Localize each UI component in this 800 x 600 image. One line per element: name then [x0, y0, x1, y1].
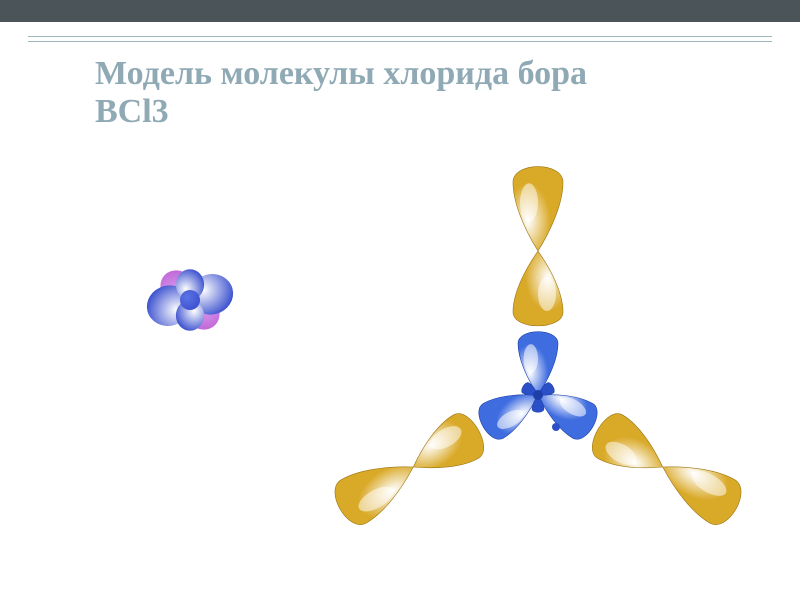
bcl3-orbital-diagram	[278, 135, 798, 600]
accent-line-2	[28, 41, 772, 42]
accent-line-1	[28, 36, 772, 37]
chlorine-lobe-inner	[585, 408, 675, 489]
bcl3-arm	[328, 373, 551, 531]
bcl3-arm	[526, 373, 749, 531]
chlorine-lobe-outer	[328, 445, 426, 531]
slide-title: Модель молекулы хлорида бора BCl3	[95, 55, 655, 131]
slide-top-bar	[0, 0, 800, 22]
stray-dot	[552, 423, 560, 431]
chlorine-lobe-inner	[401, 408, 491, 489]
sp3-orbital-cluster	[120, 230, 260, 370]
chlorine-lobe-outer	[650, 445, 748, 531]
bcl3-arm	[513, 167, 563, 395]
boron-center	[533, 390, 543, 400]
